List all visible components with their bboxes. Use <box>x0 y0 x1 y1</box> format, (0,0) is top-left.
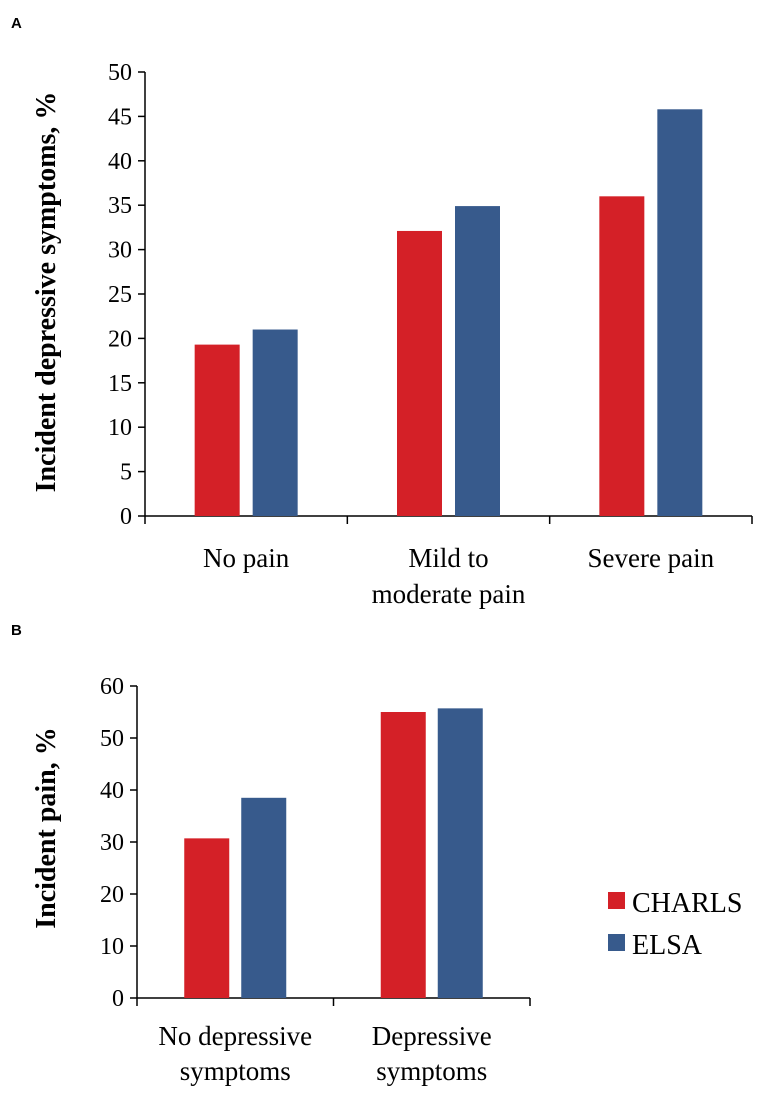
panel-a-y-tick-label: 15 <box>108 371 132 397</box>
panel-b-y-tick-label: 30 <box>100 830 124 856</box>
panel-a: A Incident depressive symptoms, % 0 5 10 15… <box>11 15 753 609</box>
panel-a-category-label: Mild to <box>408 543 488 573</box>
panel-a-bar-elsa <box>252 329 298 516</box>
panel-a-y-tick-label: 35 <box>108 193 132 219</box>
panel-b-category-label: symptoms <box>180 1056 291 1086</box>
panel-a-y-tick-label: 45 <box>108 104 132 130</box>
panel-a-y-tick-label: 20 <box>108 326 132 352</box>
panel-a-y-tick-label: 0 <box>120 504 132 530</box>
panel-b-y-tick-label: 0 <box>112 986 124 1012</box>
panel-a-category-label: moderate pain <box>372 579 526 609</box>
panel-a-y-tick-label: 30 <box>108 238 132 264</box>
panel-b-category-label: No depressive <box>158 1021 312 1051</box>
panel-b-bar-elsa <box>241 797 287 998</box>
panel-a-y-tick-label: 25 <box>108 282 132 308</box>
panel-a-bar-charls <box>194 344 240 516</box>
panel-b-y-tick-label: 10 <box>100 934 124 960</box>
legend-label-elsa: ELSA <box>632 930 703 961</box>
panel-b-y-tick-label: 50 <box>100 726 124 752</box>
panel-b-bar-charls <box>380 712 426 998</box>
legend-label-charls: CHARLS <box>632 888 742 919</box>
panel-b-category-label: Depressive <box>372 1021 492 1051</box>
legend-swatch-charls <box>608 892 625 909</box>
panel-a-letter: A <box>11 15 22 32</box>
panel-b-bar-charls <box>184 838 230 998</box>
panel-a-y-tick-label: 10 <box>108 415 132 441</box>
panel-a-category-label: No pain <box>203 543 290 573</box>
panel-b-y-tick-label: 60 <box>100 674 124 700</box>
panel-b-bar-elsa <box>437 708 483 998</box>
panel-b: B Incident pain, % 0 10 20 30 40 50 60 No depre… <box>11 622 531 1086</box>
panel-a-y-tick-label: 5 <box>120 460 132 486</box>
panel-a-bar-elsa <box>657 109 703 517</box>
panel-a-category-label: Severe pain <box>587 543 714 573</box>
panel-a-y-axis-label: Incident depressive symptoms, % <box>31 92 62 493</box>
panel-b-y-tick-label: 20 <box>100 882 124 908</box>
panel-a-bar-charls <box>397 230 442 516</box>
panel-b-letter: B <box>11 622 22 639</box>
panel-a-bar-charls <box>599 196 645 516</box>
panel-a-bar-elsa <box>455 206 500 516</box>
panel-b-y-axis-label: Incident pain, % <box>31 727 62 929</box>
panel-a-y-tick-label: 50 <box>108 60 132 86</box>
panel-b-y-tick-label: 40 <box>100 778 124 804</box>
legend-swatch-elsa <box>608 934 625 951</box>
panel-a-y-tick-label: 40 <box>108 149 132 175</box>
legend: CHARLS ELSA <box>608 888 742 961</box>
panel-b-category-label: symptoms <box>376 1056 487 1086</box>
